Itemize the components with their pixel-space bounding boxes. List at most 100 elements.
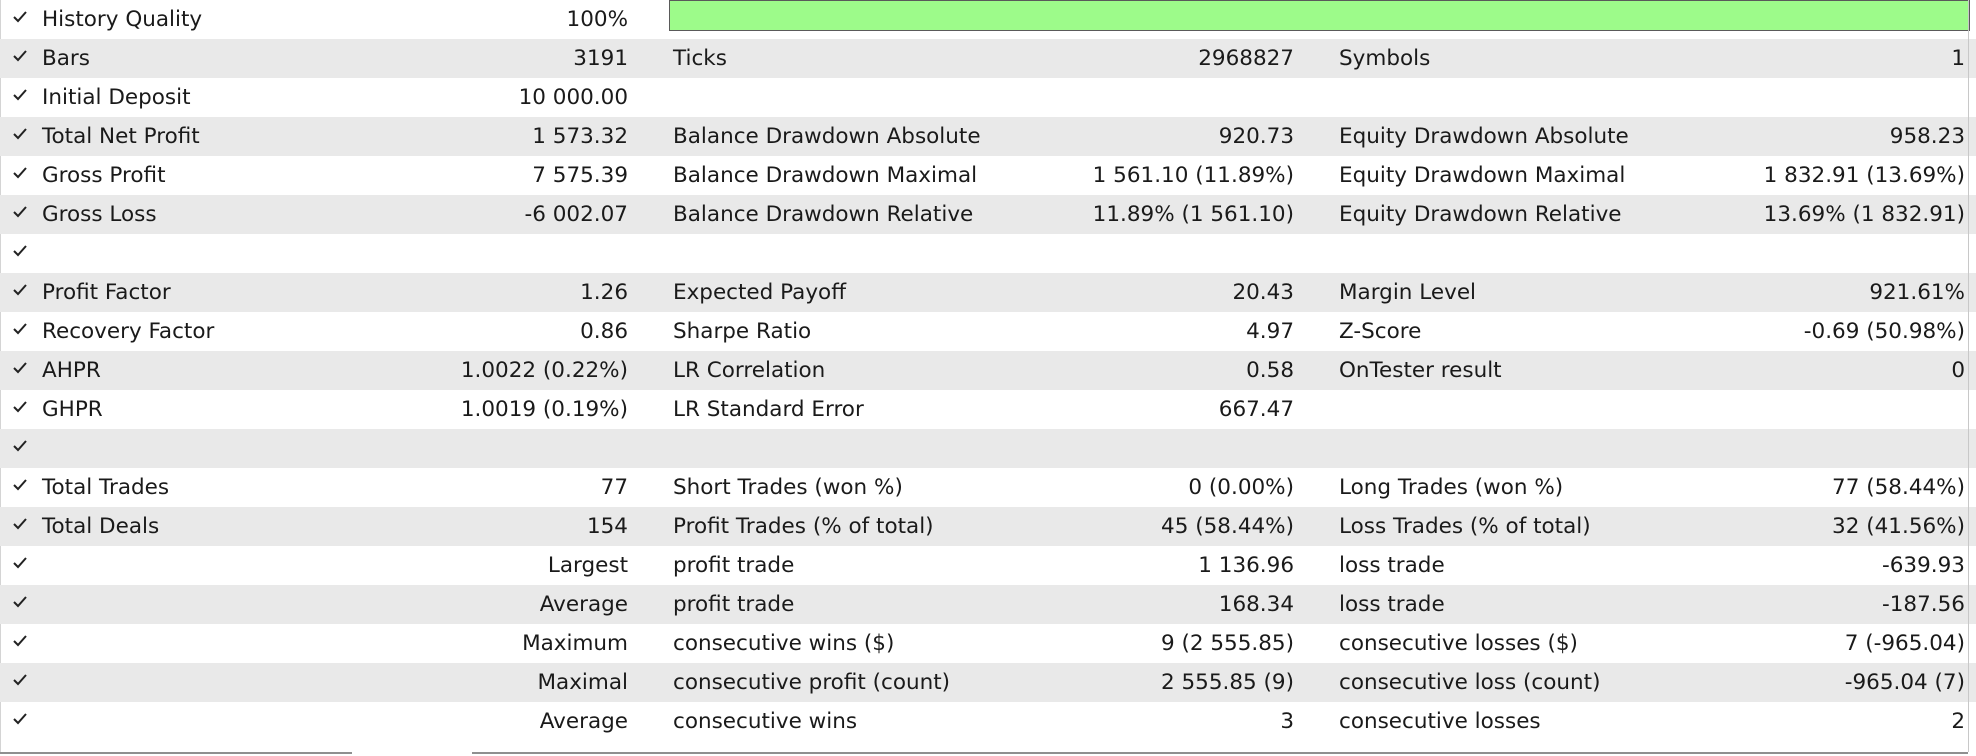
report-row[interactable]: Average consecutive wins 3 consecutive loss… xyxy=(0,702,1976,741)
checkmark-icon xyxy=(12,202,28,222)
history-quality-value: 100% xyxy=(566,7,628,32)
metric-value: 9 (2 555.85) xyxy=(1160,631,1294,656)
metric-label: consecutive wins xyxy=(673,709,858,734)
report-row[interactable]: Profit Factor 1.26 Expected Payoff 20.43 Mar… xyxy=(0,273,1976,312)
metric-value: 0 xyxy=(1951,358,1965,383)
metric-value: 2968827 xyxy=(1198,46,1294,71)
metric-value: 77 xyxy=(600,475,628,500)
metric-value: -965.04 (7) xyxy=(1844,670,1965,695)
metric-value: Average xyxy=(539,592,628,617)
metric-label: Ticks xyxy=(673,46,727,71)
metric-value: -639.93 xyxy=(1882,553,1965,578)
report-row[interactable]: Gross Profit 7 575.39 Balance Drawdown Max… xyxy=(0,156,1976,195)
report-row[interactable]: Total Deals 154 Profit Trades (% of total)… xyxy=(0,507,1976,546)
report-row[interactable]: Average profit trade 168.34 loss trade -187.… xyxy=(0,585,1976,624)
metric-label: Expected Payoff xyxy=(673,280,847,305)
metric-label: loss trade xyxy=(1339,592,1445,617)
metric-value: 667.47 xyxy=(1218,397,1294,422)
checkmark-icon xyxy=(12,397,28,417)
metric-value: 11.89% (1 561.10) xyxy=(1092,202,1294,227)
metric-value: 1 573.32 xyxy=(532,124,628,149)
checkmark-icon xyxy=(12,475,28,495)
metric-value: 10 000.00 xyxy=(518,85,628,110)
metric-label: profit trade xyxy=(673,592,795,617)
checkmark-icon xyxy=(12,319,28,339)
bottom-edge xyxy=(0,752,1976,756)
report-row[interactable]: Bars 3191 Ticks 2968827 Symbols 1 xyxy=(0,39,1976,78)
checkmark-icon xyxy=(12,358,28,378)
metric-value: 4.97 xyxy=(1246,319,1294,344)
metric-label: consecutive loss (count) xyxy=(1339,670,1601,695)
metric-value: 2 xyxy=(1951,709,1965,734)
metric-label: Symbols xyxy=(1339,46,1431,71)
checkmark-icon xyxy=(12,7,28,27)
metric-label: Total Net Profit xyxy=(42,124,200,149)
report-row-history-quality[interactable]: History Quality 100% xyxy=(0,0,1976,39)
metric-value: Average xyxy=(539,709,628,734)
checkmark-icon xyxy=(12,163,28,183)
metric-label: consecutive losses ($) xyxy=(1339,631,1578,656)
metric-value: -6 002.07 xyxy=(524,202,628,227)
metric-label: Equity Drawdown Maximal xyxy=(1339,163,1626,188)
report-row[interactable]: GHPR 1.0019 (0.19%) LR Standard Error 667.4… xyxy=(0,390,1976,429)
metric-value: 45 (58.44%) xyxy=(1161,514,1294,539)
metric-value: 1.0022 (0.22%) xyxy=(460,358,628,383)
metric-label: GHPR xyxy=(42,397,103,422)
report-row[interactable]: Recovery Factor 0.86 Sharpe Ratio 4.97 Z-Sco… xyxy=(0,312,1976,351)
bottom-tab-left[interactable] xyxy=(0,752,352,754)
metric-value: 1 561.10 (11.89%) xyxy=(1092,163,1294,188)
metric-value: 3191 xyxy=(573,46,628,71)
report-row[interactable]: Total Net Profit 1 573.32 Balance Drawdown… xyxy=(0,117,1976,156)
metric-label: Loss Trades (% of total) xyxy=(1339,514,1591,539)
metric-label: Gross Loss xyxy=(42,202,157,227)
metric-label: consecutive profit (count) xyxy=(673,670,951,695)
metric-label: Initial Deposit xyxy=(42,85,191,110)
metric-label: Profit Trades (% of total) xyxy=(673,514,934,539)
metric-value: 1 832.91 (13.69%) xyxy=(1763,163,1965,188)
checkmark-icon xyxy=(12,592,28,612)
checkmark-icon xyxy=(12,124,28,144)
metric-label: consecutive losses xyxy=(1339,709,1541,734)
metric-label: Gross Profit xyxy=(42,163,166,188)
report-row[interactable]: Maximal consecutive profit (count) 2 555.8… xyxy=(0,663,1976,702)
metric-value: 3 xyxy=(1280,709,1294,734)
metric-value: 7 (-965.04) xyxy=(1844,631,1965,656)
metric-value: 32 (41.56%) xyxy=(1832,514,1965,539)
metric-value: 7 575.39 xyxy=(532,163,628,188)
metric-value: 2 555.85 (9) xyxy=(1160,670,1294,695)
metric-label: Balance Drawdown Absolute xyxy=(673,124,981,149)
metric-label: LR Correlation xyxy=(673,358,826,383)
report-row[interactable] xyxy=(0,234,1976,273)
report-row[interactable] xyxy=(0,429,1976,468)
metric-label: AHPR xyxy=(42,358,101,383)
metric-label: Balance Drawdown Maximal xyxy=(673,163,978,188)
metric-label: Profit Factor xyxy=(42,280,171,305)
checkmark-icon xyxy=(12,241,28,261)
metric-value: -0.69 (50.98%) xyxy=(1803,319,1965,344)
metric-value: 0.58 xyxy=(1246,358,1294,383)
checkmark-icon xyxy=(12,280,28,300)
report-row[interactable]: AHPR 1.0022 (0.22%) LR Correlation 0.58 OnTe… xyxy=(0,351,1976,390)
metric-label: profit trade xyxy=(673,553,795,578)
report-row[interactable]: Gross Loss -6 002.07 Balance Drawdown Rela… xyxy=(0,195,1976,234)
metric-label: LR Standard Error xyxy=(673,397,864,422)
metric-value: Maximum xyxy=(522,631,628,656)
report-row[interactable]: Maximum consecutive wins ($) 9 (2 555.85) c… xyxy=(0,624,1976,663)
report-row[interactable]: Total Trades 77 Short Trades (won %) 0 (0.0… xyxy=(0,468,1976,507)
metric-value: 0 (0.00%) xyxy=(1188,475,1294,500)
metric-label: Z-Score xyxy=(1339,319,1422,344)
report-row[interactable]: Largest profit trade 1 136.96 loss trade -63… xyxy=(0,546,1976,585)
metric-label: Short Trades (won %) xyxy=(673,475,903,500)
metric-value: 958.23 xyxy=(1889,124,1965,149)
metric-value: -187.56 xyxy=(1882,592,1965,617)
checkmark-icon xyxy=(12,514,28,534)
metric-value: Largest xyxy=(547,553,628,578)
metric-value: 77 (58.44%) xyxy=(1832,475,1965,500)
vertical-scrollbar-edge xyxy=(1968,0,1969,756)
report-row[interactable]: Initial Deposit 10 000.00 xyxy=(0,78,1976,117)
bottom-tab-right[interactable] xyxy=(472,752,1968,754)
metric-value: 1.26 xyxy=(580,280,628,305)
checkmark-icon xyxy=(12,631,28,651)
metric-value: Maximal xyxy=(537,670,628,695)
metric-label: Recovery Factor xyxy=(42,319,215,344)
